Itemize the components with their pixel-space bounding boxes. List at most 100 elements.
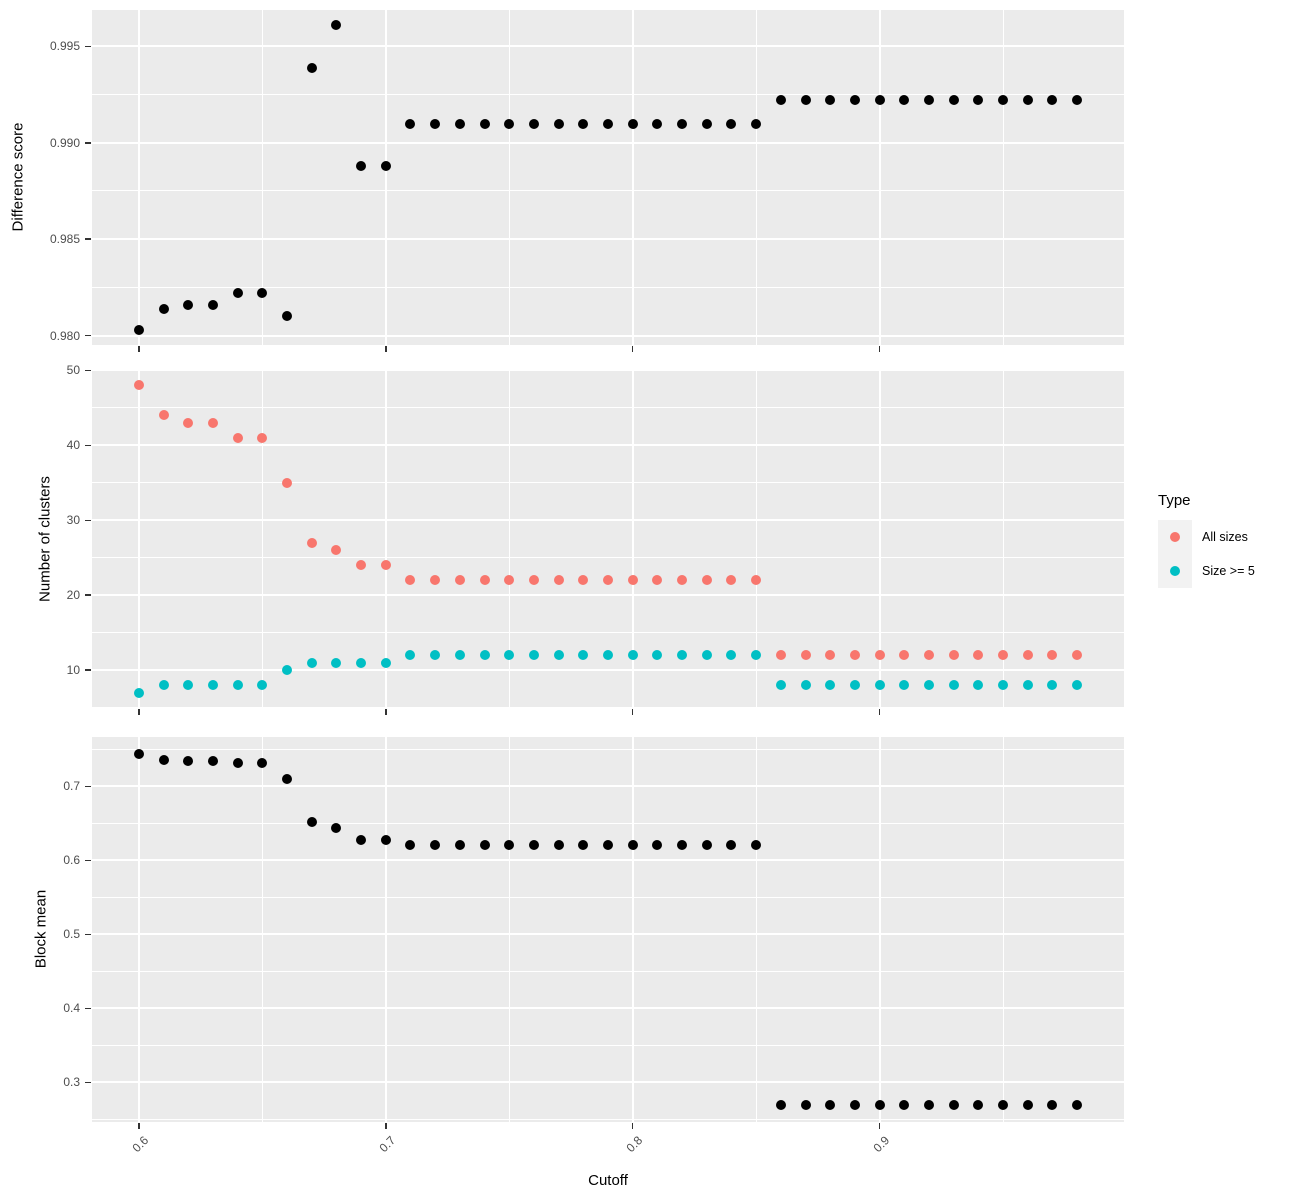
- data-point: [998, 95, 1009, 106]
- data-point: [1022, 95, 1033, 106]
- data-point: [504, 840, 515, 851]
- data-point: [726, 118, 737, 129]
- grid-major-x: [384, 10, 387, 345]
- grid-minor-y: [92, 748, 1124, 750]
- grid-minor-y: [92, 970, 1124, 972]
- data-point: [825, 1099, 836, 1110]
- data-point: [133, 749, 144, 760]
- legend-label-all-sizes: All sizes: [1202, 530, 1248, 544]
- data-point: [183, 680, 194, 691]
- data-point: [528, 575, 539, 586]
- data-point: [775, 1099, 786, 1110]
- grid-major-x: [631, 10, 634, 345]
- data-point: [874, 650, 885, 661]
- grid-minor-x: [755, 370, 757, 708]
- x-tick-mark: [138, 709, 140, 715]
- grid-major-y: [92, 45, 1124, 48]
- grid-major-x: [878, 370, 881, 708]
- data-point: [133, 687, 144, 698]
- grid-major-y: [92, 594, 1124, 597]
- data-point: [998, 650, 1009, 661]
- data-point: [825, 95, 836, 106]
- data-point: [306, 816, 317, 827]
- data-point: [998, 1099, 1009, 1110]
- data-point: [306, 657, 317, 668]
- grid-major-x: [384, 370, 387, 708]
- grid-major-x: [631, 737, 634, 1122]
- data-point: [430, 118, 441, 129]
- data-point: [282, 477, 293, 488]
- x-tick-mark: [878, 1123, 881, 1129]
- data-point: [454, 840, 465, 851]
- data-point: [257, 680, 268, 691]
- grid-minor-x: [261, 10, 263, 345]
- grid-minor-x: [1002, 10, 1004, 345]
- data-point: [627, 118, 638, 129]
- data-point: [677, 840, 688, 851]
- data-point: [1022, 680, 1033, 691]
- grid-minor-x: [508, 10, 510, 345]
- data-point: [454, 650, 465, 661]
- data-point: [1022, 1099, 1033, 1110]
- grid-major-x: [137, 10, 140, 345]
- data-point: [800, 650, 811, 661]
- grid-minor-y: [92, 707, 1124, 708]
- data-point: [899, 1099, 910, 1110]
- data-point: [331, 657, 342, 668]
- data-point: [1072, 95, 1083, 106]
- data-point: [751, 118, 762, 129]
- data-point: [751, 840, 762, 851]
- legend: Type All sizes Size >= 5: [1158, 492, 1255, 588]
- grid-minor-x: [755, 10, 757, 345]
- x-tick-mark: [878, 346, 881, 352]
- grid-minor-x: [755, 737, 757, 1122]
- grid-major-x: [631, 370, 634, 708]
- data-point: [1047, 680, 1058, 691]
- y-tick-label: 0.3: [63, 1075, 80, 1090]
- data-point: [775, 95, 786, 106]
- data-point: [726, 575, 737, 586]
- data-point: [356, 657, 367, 668]
- y-tick-mark: [85, 594, 91, 596]
- grid-minor-y: [92, 1044, 1124, 1046]
- y-tick-label: 10: [66, 663, 80, 678]
- y-axis-title-number-of-clusters: Number of clusters: [36, 476, 54, 602]
- legend-key: [1158, 554, 1192, 588]
- x-tick-mark: [631, 709, 634, 715]
- data-point: [183, 756, 194, 767]
- y-tick-label: 0.6: [63, 853, 80, 868]
- data-point: [158, 303, 169, 314]
- data-point: [775, 650, 786, 661]
- y-tick-mark: [85, 334, 91, 337]
- y-tick-label: 0.5: [63, 927, 80, 942]
- grid-minor-x: [508, 370, 510, 708]
- data-point: [603, 650, 613, 661]
- y-tick-mark: [85, 444, 91, 447]
- data-point: [800, 680, 811, 691]
- data-point: [923, 95, 934, 106]
- data-point: [998, 680, 1009, 691]
- data-point: [849, 680, 860, 691]
- data-point: [603, 575, 613, 586]
- x-tick-label: 0.7: [376, 1133, 398, 1155]
- x-tick-label: 0.6: [129, 1133, 152, 1155]
- data-point: [701, 840, 712, 851]
- data-point: [257, 757, 268, 768]
- grid-major-y: [92, 1081, 1124, 1084]
- data-point: [948, 680, 959, 691]
- legend-key: [1158, 520, 1192, 554]
- all-sizes-point-icon: [1170, 532, 1180, 542]
- y-tick-mark: [85, 1007, 91, 1010]
- panel-1: [92, 370, 1124, 708]
- data-point: [133, 324, 144, 335]
- grid-major-x: [137, 737, 140, 1122]
- data-point: [553, 118, 564, 129]
- legend-label-size-ge5: Size >= 5: [1202, 564, 1255, 578]
- y-tick-mark: [85, 859, 91, 862]
- data-point: [553, 650, 564, 661]
- data-point: [207, 680, 218, 691]
- data-point: [1047, 650, 1058, 661]
- data-point: [528, 840, 539, 851]
- data-point: [528, 650, 539, 661]
